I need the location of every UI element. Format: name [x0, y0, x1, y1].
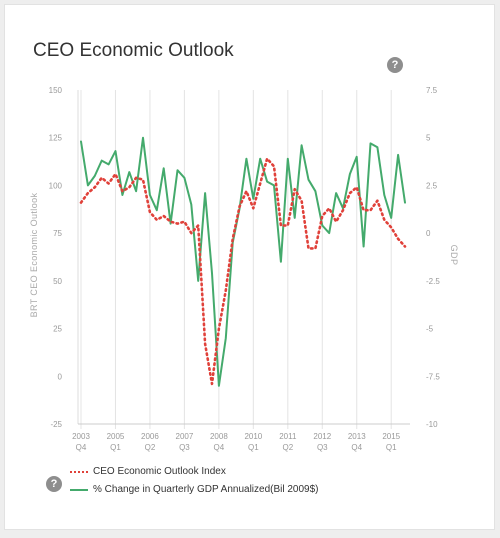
chart-card: CEO Economic Outlook [4, 4, 495, 530]
right-axis-ticks: 7.5 5 2.5 0 -2.5 -5 -7.5 -10 [426, 86, 440, 429]
x-tick-year: 2007 [176, 432, 194, 441]
series-line-outlook-index [79, 157, 407, 386]
x-tick-quarter: Q2 [145, 443, 156, 452]
x-tick-year: 2003 [72, 432, 90, 441]
right-tick-label: 5 [426, 134, 431, 143]
legend-swatch-green [70, 488, 88, 491]
x-tick-quarter: Q4 [351, 443, 362, 452]
right-axis-title: GDP [449, 245, 459, 266]
left-tick-label: 100 [49, 181, 63, 190]
x-axis-ticks: 2003 Q4 2005 Q1 2006 Q2 2007 Q3 2008 Q4 2010 Q1 2011… [72, 432, 401, 452]
right-tick-label: -2.5 [426, 277, 440, 286]
x-tick-quarter: Q4 [76, 443, 87, 452]
help-icon[interactable]: ? [387, 57, 403, 73]
legend-label-gdp: % Change in Quarterly GDP Annualized(Bil… [93, 484, 319, 495]
legend-label-outlook-index: CEO Economic Outlook Index [93, 466, 226, 477]
left-tick-label: -25 [50, 420, 62, 429]
right-tick-label: -10 [426, 420, 438, 429]
left-tick-label: 75 [53, 229, 62, 238]
right-tick-label: 0 [426, 229, 431, 238]
right-tick-label: -7.5 [426, 372, 440, 381]
x-tick-quarter: Q1 [386, 443, 397, 452]
legend-item-gdp[interactable]: % Change in Quarterly GDP Annualized(Bil… [70, 484, 319, 495]
page-title: CEO Economic Outlook [33, 40, 234, 61]
x-tick-quarter: Q1 [248, 443, 259, 452]
series-layer [79, 136, 407, 387]
x-tick-year: 2013 [348, 432, 366, 441]
series-line-gdp [80, 136, 406, 387]
right-tick-label: 2.5 [426, 181, 438, 190]
x-tick-quarter: Q4 [214, 443, 225, 452]
left-tick-label: 25 [53, 325, 62, 334]
x-tick-year: 2006 [141, 432, 159, 441]
x-tick-year: 2012 [313, 432, 331, 441]
x-tick-year: 2015 [382, 432, 400, 441]
left-axis-ticks: 150 125 100 75 50 25 0 -25 [49, 86, 63, 429]
grid-lines [77, 90, 410, 429]
left-tick-label: 150 [49, 86, 63, 95]
left-tick-label: 125 [49, 134, 63, 143]
legend-item-outlook-index[interactable]: CEO Economic Outlook Index [70, 466, 226, 477]
x-tick-quarter: Q1 [110, 443, 121, 452]
legend-swatch-red [70, 470, 88, 473]
x-tick-quarter: Q3 [317, 443, 328, 452]
right-tick-label: 7.5 [426, 86, 438, 95]
left-tick-label: 50 [53, 277, 62, 286]
help-icon[interactable]: ? [46, 476, 62, 492]
x-tick-quarter: Q3 [179, 443, 190, 452]
x-tick-year: 2010 [244, 432, 262, 441]
x-tick-year: 2011 [279, 432, 297, 441]
x-tick-quarter: Q2 [282, 443, 293, 452]
left-tick-label: 0 [58, 372, 63, 381]
right-tick-label: -5 [426, 325, 434, 334]
x-tick-year: 2008 [210, 432, 228, 441]
left-axis-title: BRT CEO Economic Outlook [29, 192, 39, 317]
x-tick-year: 2005 [107, 432, 125, 441]
